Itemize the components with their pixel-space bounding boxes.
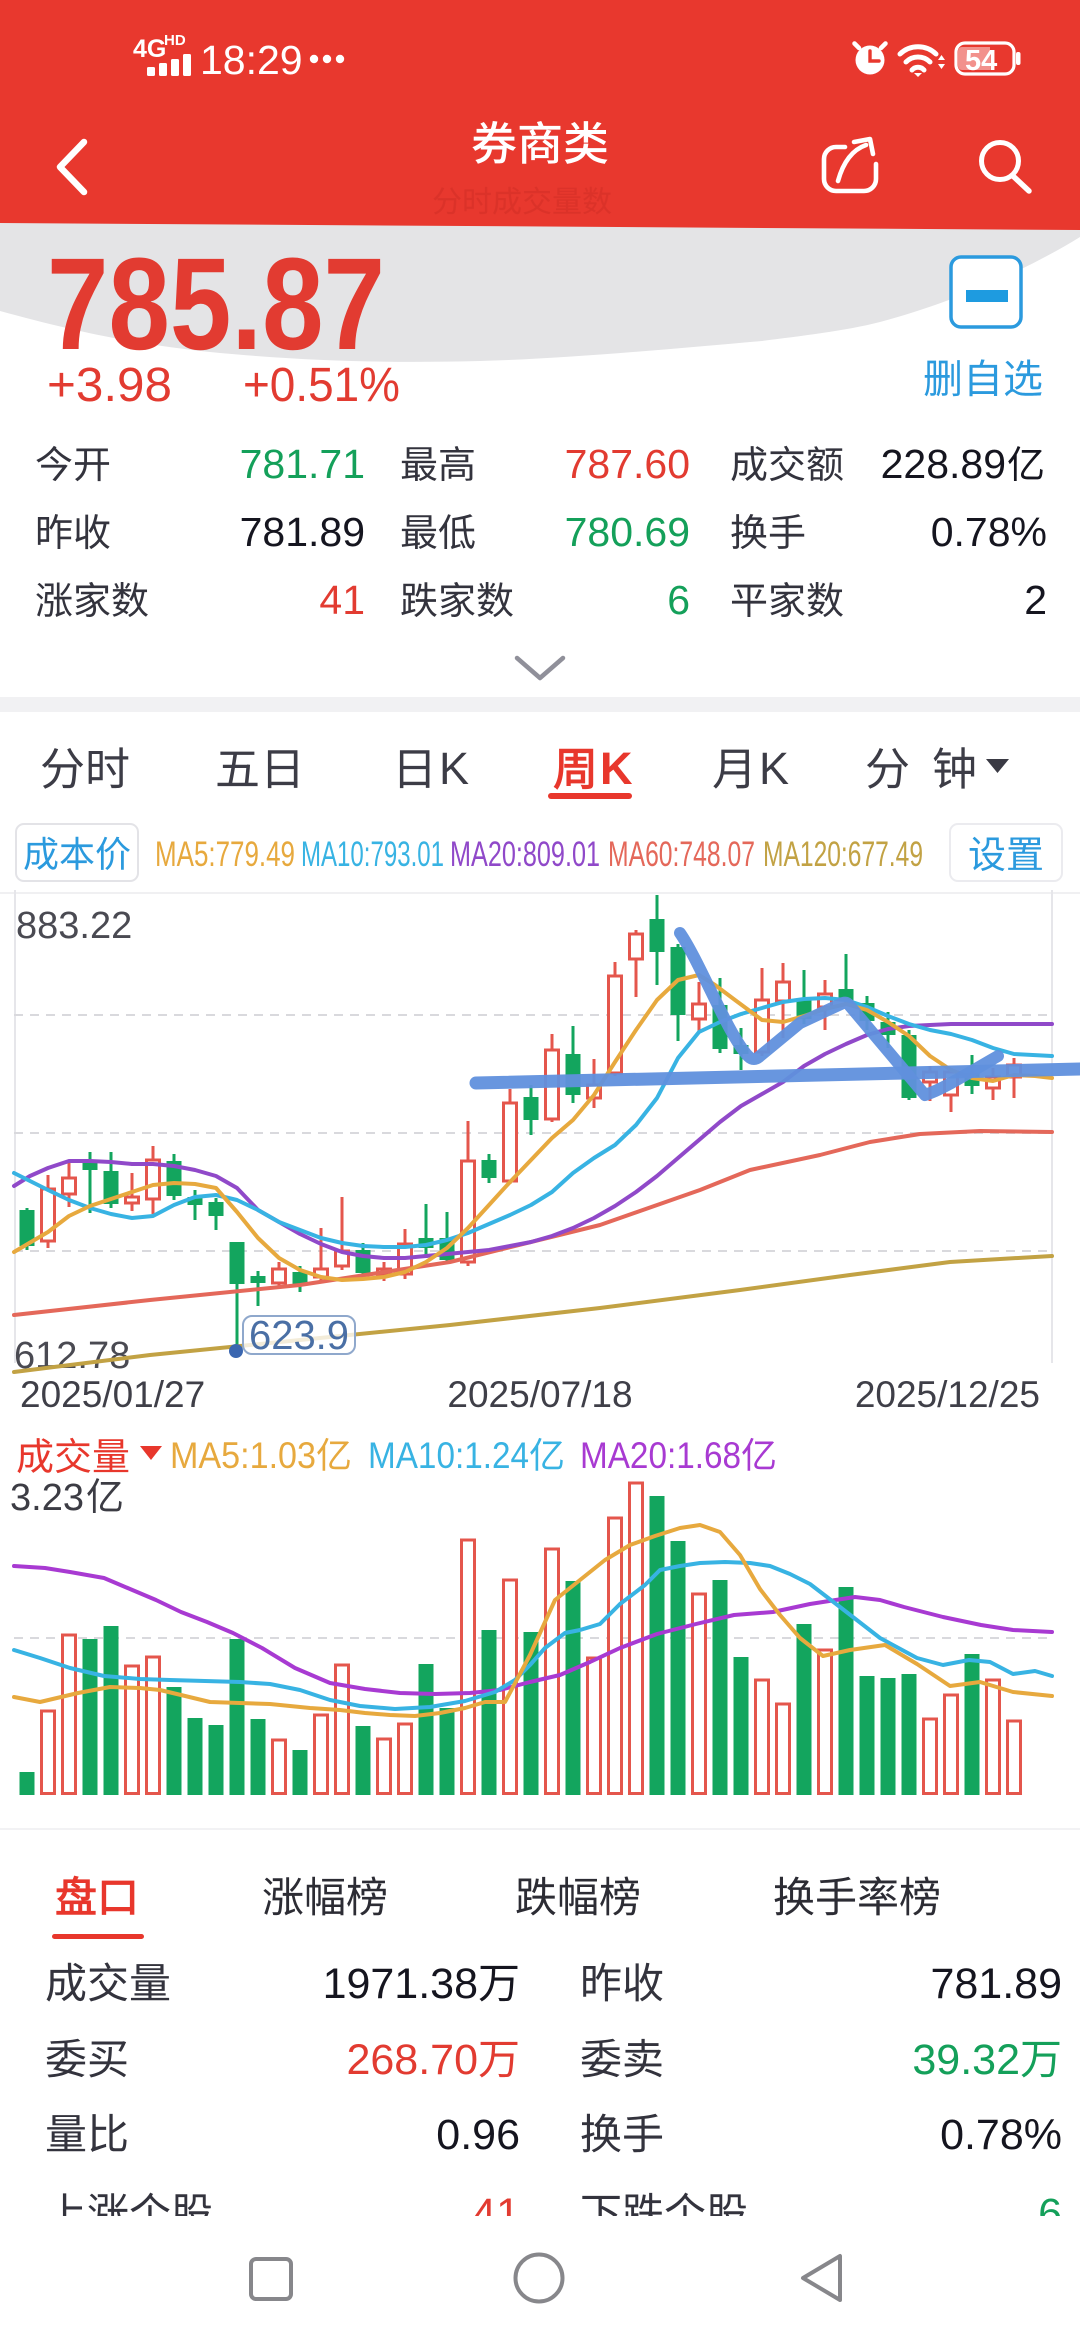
svg-text:787.60: 787.60 xyxy=(565,441,690,487)
svg-text:2025/12/25: 2025/12/25 xyxy=(855,1374,1040,1415)
svg-text:MA20:809.01: MA20:809.01 xyxy=(450,835,600,874)
svg-text:MA20:1.68: MA20:1.68 xyxy=(580,1435,741,1476)
svg-text:3.23: 3.23 xyxy=(10,1477,84,1519)
svg-text:54: 54 xyxy=(965,45,997,77)
svg-text:K: K xyxy=(600,743,633,794)
svg-text:K: K xyxy=(439,743,469,794)
svg-text:MA10:1.24: MA10:1.24 xyxy=(368,1435,529,1476)
svg-text:4G: 4G xyxy=(133,35,166,63)
svg-text:2: 2 xyxy=(1024,577,1047,623)
svg-text:+3.98: +3.98 xyxy=(47,359,172,412)
svg-text:0.78%: 0.78% xyxy=(931,509,1047,555)
svg-text:781.89: 781.89 xyxy=(930,1960,1062,2008)
svg-text:228.89: 228.89 xyxy=(881,441,1006,487)
svg-text:HD: HD xyxy=(164,32,186,49)
svg-text:MA10:793.01: MA10:793.01 xyxy=(301,835,444,874)
svg-text:2025/01/27: 2025/01/27 xyxy=(20,1374,205,1415)
svg-text:0.78%: 0.78% xyxy=(940,2111,1062,2159)
svg-text:0.96: 0.96 xyxy=(436,2111,520,2159)
svg-text:623.9: 623.9 xyxy=(249,1312,349,1358)
svg-text:MA5:779.49: MA5:779.49 xyxy=(155,835,295,874)
svg-text:785.87: 785.87 xyxy=(47,230,385,377)
svg-text:6: 6 xyxy=(667,577,690,623)
svg-text:MA5:1.03: MA5:1.03 xyxy=(170,1435,316,1476)
svg-text:39.32: 39.32 xyxy=(912,2036,1020,2084)
svg-text:K: K xyxy=(759,743,789,794)
svg-text:883.22: 883.22 xyxy=(16,905,132,947)
svg-text:781.89: 781.89 xyxy=(240,509,365,555)
svg-text:MA120:677.49: MA120:677.49 xyxy=(763,835,923,874)
svg-text:+0.51%: +0.51% xyxy=(243,359,400,412)
svg-text:780.69: 780.69 xyxy=(565,509,690,555)
svg-text:41: 41 xyxy=(319,577,365,623)
svg-text:781.71: 781.71 xyxy=(240,441,365,487)
svg-text:268.70: 268.70 xyxy=(346,2036,478,2084)
svg-text:MA60:748.07: MA60:748.07 xyxy=(608,835,755,874)
svg-text:2025/07/18: 2025/07/18 xyxy=(447,1374,632,1415)
svg-text:18:29: 18:29 xyxy=(200,37,303,83)
svg-text:1971.38: 1971.38 xyxy=(323,1960,478,2008)
